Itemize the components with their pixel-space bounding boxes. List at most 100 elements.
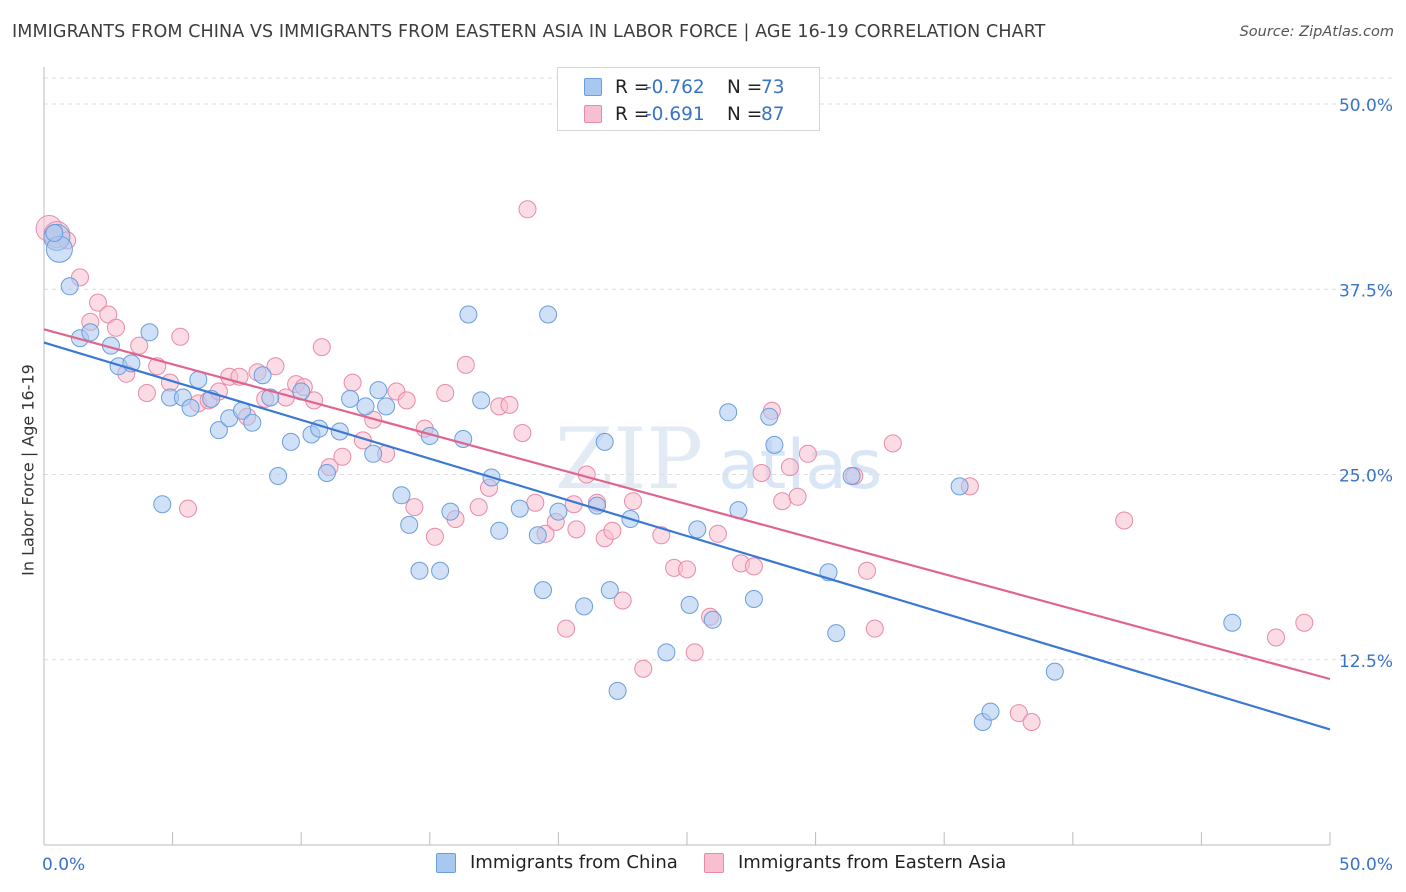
china-point (400, 515, 419, 534)
china-point (209, 421, 228, 440)
series-legend-swatch-china (436, 852, 456, 873)
series-legend-eastern-asia[interactable]: Immigrants from Eastern Asia (704, 852, 1006, 873)
tick-labels: 12.5% 25.0% 37.5% 50.0% 0.0% 50.0% (42, 96, 1393, 875)
china-point (575, 597, 594, 616)
eastern-asia-point (1267, 628, 1285, 647)
series-legend-label-china: Immigrants from China (470, 852, 678, 873)
china-point (45, 224, 64, 242)
eastern-asia-point (1009, 704, 1028, 723)
eastern-asia-point (567, 520, 586, 539)
eastern-asia-point (513, 424, 532, 442)
legend-r-value: -0.691 (645, 103, 705, 125)
china-point (341, 389, 360, 408)
china-trend-line (43, 341, 1331, 731)
eastern-asia-point (107, 318, 125, 337)
china-point (392, 486, 411, 505)
legend-n-value: 73 (761, 76, 785, 98)
china-point (181, 398, 200, 417)
eastern-asia-point (518, 200, 537, 219)
eastern-asia-point (865, 619, 884, 638)
china-point (317, 464, 336, 482)
china-point (472, 391, 491, 410)
china-point (1045, 662, 1064, 681)
eastern-asia-point (171, 327, 190, 346)
china-point (719, 403, 738, 422)
legend-swatch-eastern-asia (584, 105, 602, 123)
china-point (1223, 613, 1242, 632)
legend-n-label: N = (727, 103, 763, 125)
eastern-asia-point (333, 447, 352, 466)
eastern-asia-point (624, 492, 642, 511)
series-legend-china[interactable]: Immigrants from China (436, 852, 678, 873)
china-point (81, 323, 100, 342)
eastern-asia-point (788, 487, 807, 506)
legend-row-china: R = -0.762 N = 73 (558, 74, 785, 100)
x-tick-label-max: 50.0% (1339, 855, 1393, 875)
china-point (490, 521, 509, 540)
china-point (600, 581, 619, 600)
china-point (608, 681, 627, 700)
axes (43, 67, 1331, 846)
gridlines (44, 77, 1395, 661)
legend-row-eastern-asia: R = -0.691 N = 87 (558, 101, 785, 127)
china-point (981, 702, 1000, 721)
china-point (281, 432, 300, 451)
series-china-points (43, 223, 1242, 731)
series-legend-label-eastern-asia: Immigrants from Eastern Asia (738, 852, 1007, 873)
source-credit: Source: ZipAtlas.com (1239, 24, 1394, 40)
china-point (377, 397, 396, 416)
y-tick-label: 12.5% (1339, 652, 1393, 672)
chart-title: IMMIGRANTS FROM CHINA VS IMMIGRANTS FROM… (12, 22, 1046, 42)
china-point (688, 520, 707, 539)
china-point (534, 581, 552, 600)
china-point (680, 595, 699, 614)
eastern-asia-point (685, 643, 704, 662)
legend-swatch-china (584, 78, 602, 96)
series-legend: Immigrants from China Immigrants from Ea… (0, 852, 1406, 878)
eastern-asia-point (1295, 613, 1314, 632)
correlation-legend: R = -0.762 N = 73 R = -0.691 N = 87 (557, 67, 820, 131)
china-point (549, 502, 568, 521)
china-point (60, 277, 79, 296)
eastern-asia-point (883, 434, 902, 453)
china-point (431, 561, 450, 580)
china-point (253, 366, 272, 385)
eastern-asia-point (89, 293, 107, 312)
china-point (950, 477, 969, 496)
eastern-asia-point (1022, 713, 1041, 731)
eastern-asia-point (603, 521, 622, 540)
eastern-asia-point (425, 527, 444, 546)
eastern-asia-point (798, 444, 817, 463)
eastern-asia-point (773, 492, 792, 511)
china-point (356, 397, 375, 416)
legend-n-value: 87 (761, 103, 785, 125)
eastern-asia-point (436, 384, 455, 402)
china-point (243, 413, 262, 432)
china-point (528, 526, 547, 545)
eastern-asia-point (312, 338, 331, 357)
eastern-asia-point (526, 493, 545, 512)
china-point (510, 499, 529, 518)
eastern-asia-point (780, 458, 799, 477)
china-point (765, 435, 784, 454)
china-point (441, 502, 460, 521)
china-point (369, 381, 388, 400)
eastern-asia-point (405, 498, 424, 517)
eastern-asia-point (557, 619, 576, 638)
eastern-asia-point (752, 464, 771, 482)
eastern-asia-point (137, 384, 156, 402)
china-point (703, 610, 722, 629)
china-point (153, 495, 172, 514)
y-tick-label: 25.0% (1339, 467, 1393, 487)
eastern-asia-point (858, 561, 876, 580)
legend-r-value: -0.762 (645, 76, 705, 98)
eastern-asia-point (99, 305, 118, 324)
china-point (261, 388, 280, 407)
china-point (410, 561, 429, 580)
eastern-asia-point (397, 391, 416, 410)
china-point (842, 467, 861, 485)
eastern-asia-point (266, 357, 285, 376)
china-point (539, 305, 558, 324)
eastern-asia-trend-line (43, 328, 1331, 681)
zipatlas-watermark: ZIP atlas (555, 410, 882, 508)
